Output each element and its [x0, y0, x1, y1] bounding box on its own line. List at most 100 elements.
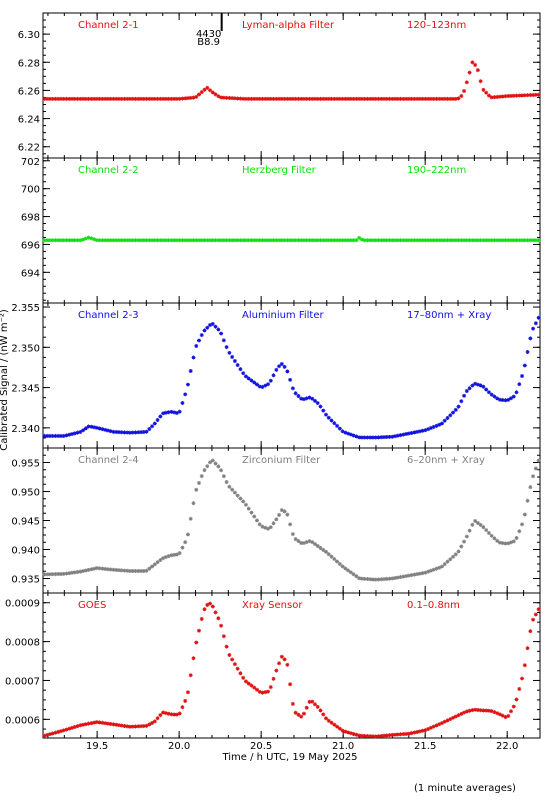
data-point — [53, 238, 58, 243]
y-tick-label: 698 — [21, 213, 40, 224]
data-point — [370, 238, 375, 243]
data-point — [384, 733, 389, 738]
data-point — [232, 96, 237, 101]
data-point — [301, 541, 306, 546]
data-point — [312, 542, 317, 547]
data-point — [387, 238, 392, 243]
data-point — [536, 92, 541, 97]
data-point — [525, 349, 530, 354]
data-point — [387, 576, 392, 581]
data-point — [169, 409, 174, 414]
data-point — [451, 715, 456, 720]
data-point — [188, 516, 193, 521]
data-point — [174, 238, 179, 243]
data-point — [467, 238, 472, 243]
data-point — [442, 719, 447, 724]
data-point — [130, 430, 135, 435]
data-point — [354, 732, 359, 737]
data-point — [139, 96, 144, 101]
data-point — [439, 564, 444, 569]
data-point — [136, 724, 141, 729]
data-point — [376, 577, 381, 582]
data-point — [475, 382, 480, 387]
data-point — [514, 238, 519, 243]
data-point — [431, 96, 436, 101]
data-point — [462, 88, 467, 93]
data-point — [208, 323, 213, 328]
data-point — [67, 571, 72, 576]
data-point — [141, 96, 146, 101]
data-point — [194, 238, 199, 243]
data-point — [174, 552, 179, 557]
data-point — [172, 552, 177, 557]
series-points — [42, 458, 541, 582]
y-tick-label: 0.955 — [11, 459, 40, 470]
data-point — [343, 729, 348, 734]
data-point — [227, 484, 232, 489]
data-point — [274, 367, 279, 372]
data-point — [83, 96, 88, 101]
data-point — [522, 663, 527, 668]
data-point — [456, 404, 461, 409]
data-point — [299, 714, 304, 719]
data-point — [210, 604, 215, 609]
data-point — [213, 92, 218, 97]
data-point — [144, 238, 149, 243]
data-point — [401, 574, 406, 579]
data-point — [213, 610, 218, 615]
data-point — [219, 623, 224, 628]
data-point — [221, 634, 226, 639]
data-point — [451, 554, 456, 559]
data-point — [161, 556, 166, 561]
data-point — [47, 732, 52, 737]
data-point — [373, 577, 378, 582]
data-point — [108, 238, 113, 243]
data-point — [224, 95, 229, 100]
data-point — [329, 554, 334, 559]
data-point — [478, 708, 483, 713]
data-point — [481, 238, 486, 243]
data-point — [83, 722, 88, 727]
data-point — [216, 238, 221, 243]
data-point — [208, 88, 213, 93]
data-point — [210, 458, 215, 463]
data-point — [528, 238, 533, 243]
data-point — [290, 386, 295, 391]
data-point — [152, 562, 157, 567]
data-point — [130, 238, 135, 243]
data-point — [45, 433, 50, 438]
data-point — [368, 577, 373, 582]
data-point — [213, 238, 218, 243]
data-point — [266, 382, 271, 387]
data-point — [393, 238, 398, 243]
data-point — [254, 238, 259, 243]
data-point — [103, 721, 108, 726]
data-point — [486, 708, 491, 713]
data-point — [379, 577, 384, 582]
data-point — [100, 566, 105, 571]
data-point — [108, 721, 113, 726]
data-point — [202, 238, 207, 243]
data-point — [50, 433, 55, 438]
data-point — [243, 238, 248, 243]
data-point — [56, 433, 61, 438]
data-point — [139, 724, 144, 729]
data-point — [401, 238, 406, 243]
panel-frame — [42, 302, 541, 449]
data-point — [326, 96, 331, 101]
data-point — [75, 724, 80, 729]
data-point — [89, 96, 94, 101]
data-point — [254, 518, 259, 523]
data-point — [428, 238, 433, 243]
data-point — [373, 734, 378, 739]
data-point — [434, 96, 439, 101]
data-point — [194, 640, 199, 645]
data-point — [174, 712, 179, 717]
data-point — [105, 721, 110, 726]
data-point — [45, 238, 50, 243]
panel-3: 2.340 2.345 2.350 2.355 Channel 2-3 Aluminium… — [11, 302, 541, 449]
data-point — [53, 730, 58, 735]
data-point — [290, 238, 295, 243]
data-point — [442, 418, 447, 423]
data-point — [484, 528, 489, 533]
